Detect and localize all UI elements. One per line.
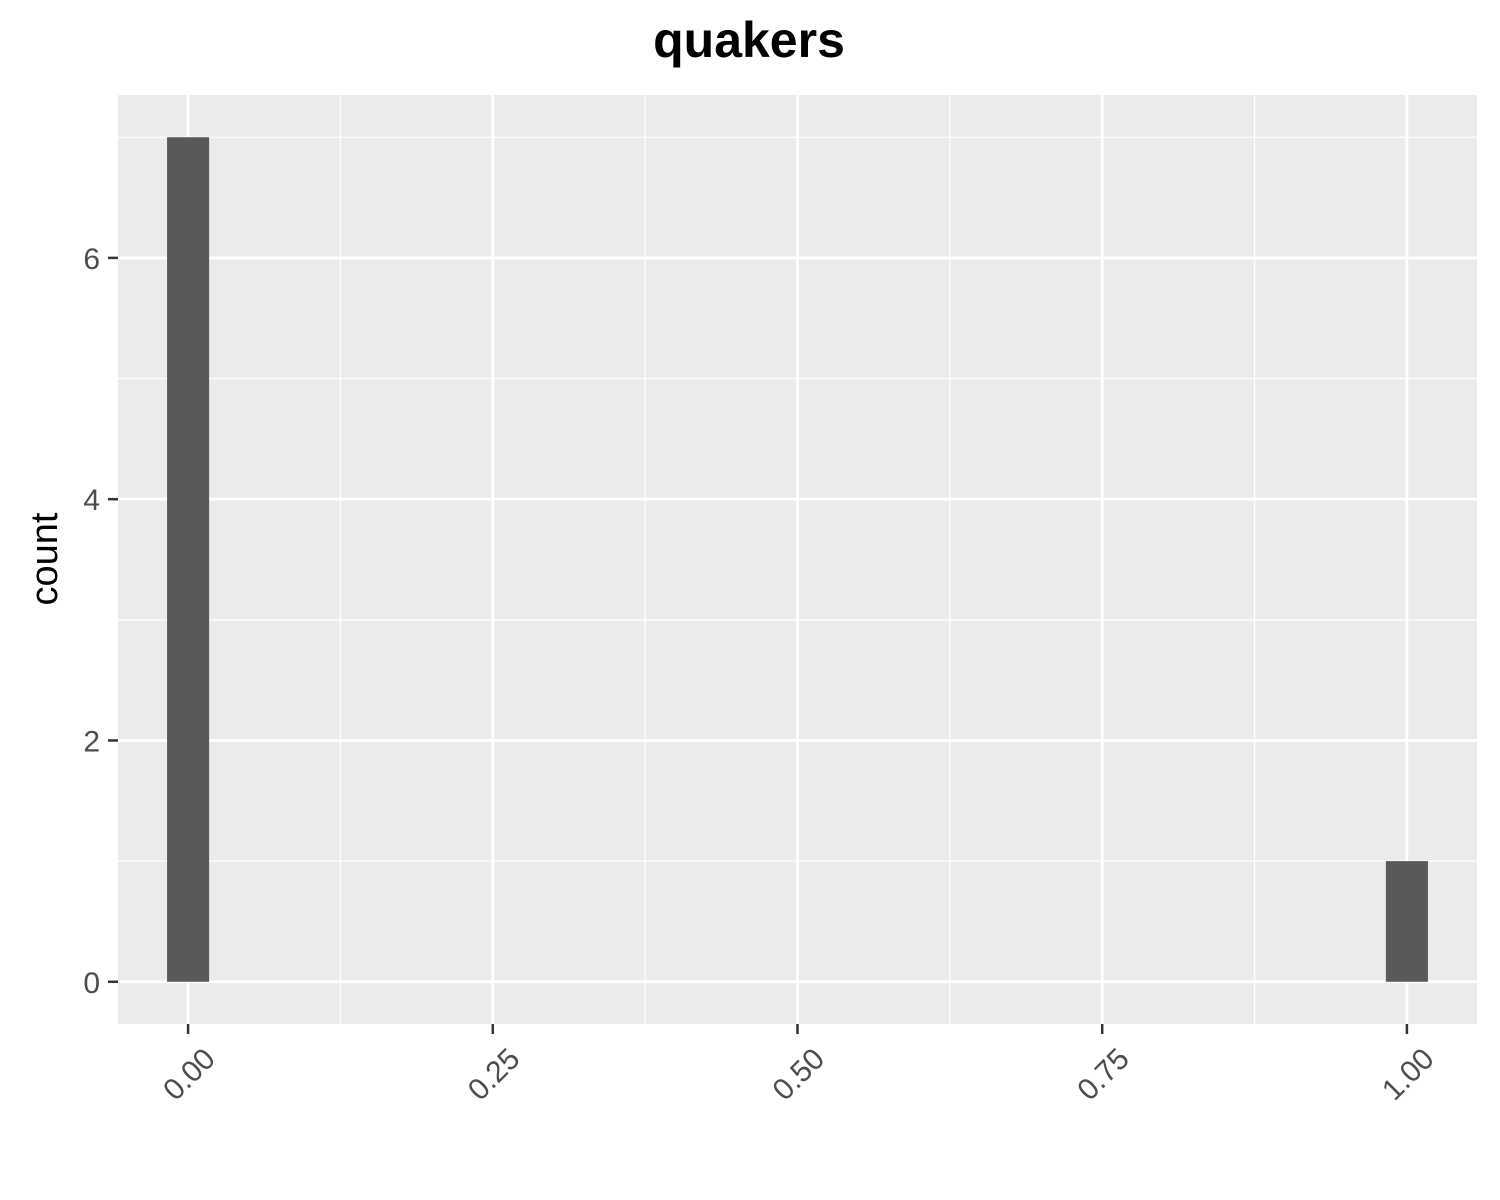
y-axis-title: count	[24, 512, 66, 605]
x-tick-label: 0.00	[157, 1042, 222, 1107]
y-tick-label: 0	[83, 967, 100, 1000]
histogram-bar	[167, 137, 210, 982]
y-tick-label: 4	[83, 484, 100, 517]
y-tick-label: 6	[83, 243, 100, 276]
x-tick-label: 0.25	[462, 1042, 527, 1107]
x-tick-label: 0.75	[1071, 1042, 1136, 1107]
bars	[167, 137, 1428, 982]
chart-title: quakers	[653, 12, 845, 68]
histogram-bar	[1385, 861, 1428, 982]
x-tick-label: 1.00	[1376, 1042, 1441, 1107]
x-tick-label: 0.50	[767, 1042, 832, 1107]
y-tick-label: 2	[83, 725, 100, 758]
